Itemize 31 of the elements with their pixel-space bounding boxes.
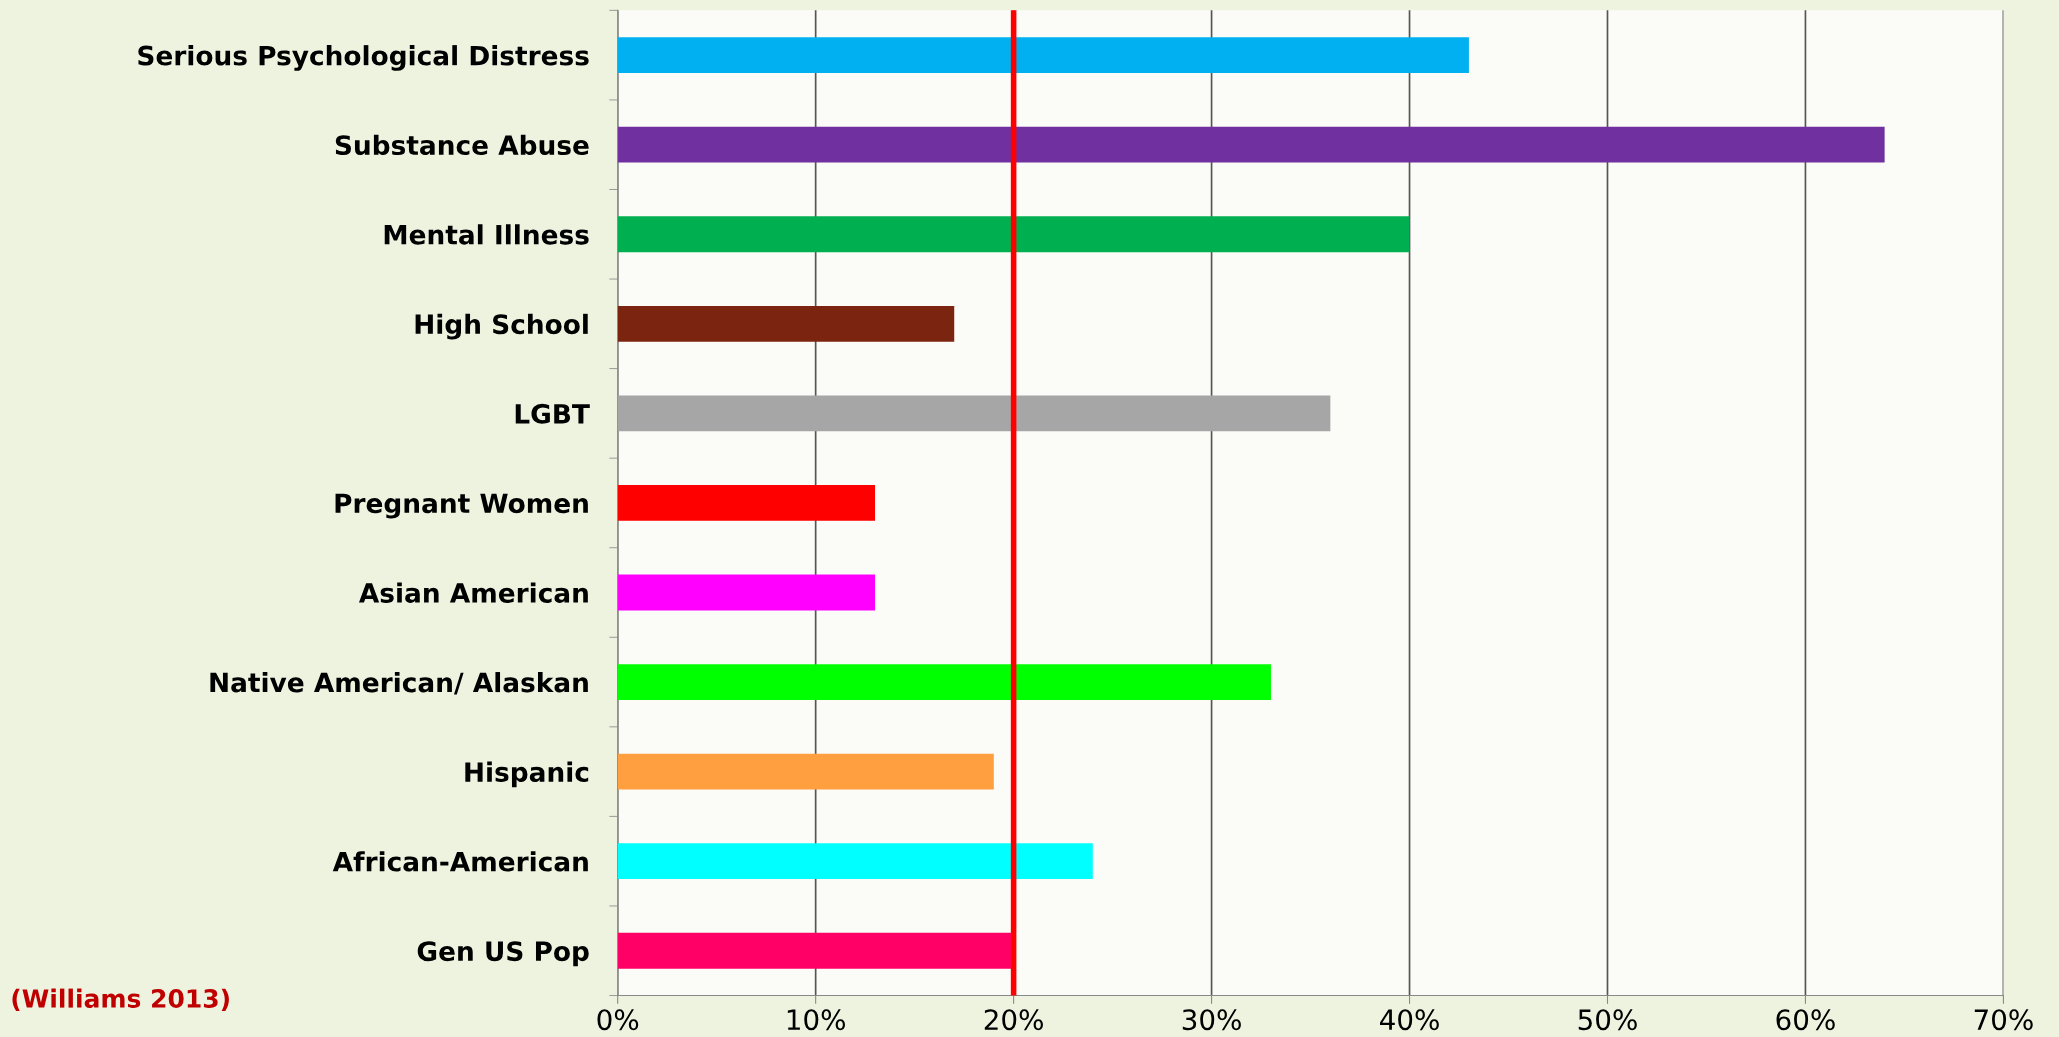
y-tick-label: Native American/ Alaskan (210, 672, 588, 695)
x-tick-label: 50% (1578, 1009, 1637, 1031)
bar (617, 932, 1014, 969)
bar (617, 395, 1331, 432)
bar (617, 485, 876, 521)
x-tick-label: 30% (1182, 1009, 1241, 1031)
x-tick-label: 20% (984, 1009, 1043, 1031)
bar (617, 753, 994, 790)
bar (617, 664, 1271, 700)
x-tick-label: 0% (597, 1009, 639, 1031)
y-tick-label: Hispanic (465, 761, 589, 788)
bar (617, 37, 1469, 74)
bar (617, 843, 1093, 880)
y-tick-label: Serious Psychological Distress (138, 45, 589, 71)
y-tick-label: Mental Illness (384, 224, 589, 245)
bar (617, 216, 1410, 253)
x-tick-label: 60% (1776, 1009, 1835, 1031)
text: (Williams 2013) (12, 988, 229, 1011)
bar (617, 126, 1885, 163)
y-tick-label: High School (415, 313, 588, 340)
y-tick-label: LGBT (515, 403, 590, 424)
x-tick-label: 10% (787, 1009, 845, 1031)
y-tick-label: Pregnant Women (335, 493, 588, 519)
bar (617, 574, 876, 611)
y-tick-label: Gen US Pop (417, 941, 589, 967)
x-tick-label: 40% (1380, 1009, 1439, 1031)
y-tick-label: Substance Abuse (335, 134, 589, 156)
x-tick-label: 70% (1974, 1009, 2033, 1031)
y-tick-label: Asian American (358, 582, 588, 603)
y-tick-label: African-American (332, 851, 588, 872)
bar (617, 305, 955, 342)
